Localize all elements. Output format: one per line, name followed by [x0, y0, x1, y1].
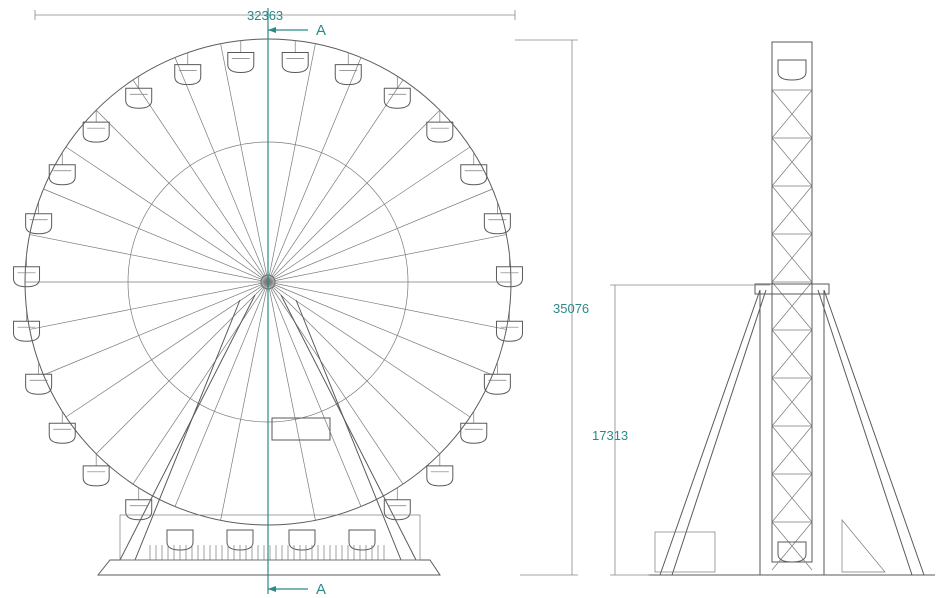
gondola	[495, 266, 523, 288]
spoke	[174, 281, 269, 507]
spoke	[220, 281, 269, 521]
spoke	[65, 281, 269, 418]
gondola	[288, 529, 316, 551]
gondola	[483, 213, 511, 235]
gondola	[48, 164, 76, 186]
gondola	[460, 422, 488, 444]
spoke	[65, 146, 269, 283]
spoke	[267, 188, 493, 283]
section-arrowhead	[268, 27, 276, 33]
gondola	[383, 499, 411, 521]
spoke	[29, 234, 269, 283]
support-leg	[295, 299, 402, 561]
section-label-top: A	[316, 22, 326, 39]
width-label: 32363	[247, 8, 283, 23]
gondola	[383, 87, 411, 109]
spoke	[267, 281, 404, 485]
gondola	[495, 320, 523, 342]
tower-brace	[771, 281, 813, 331]
tower-brace	[771, 377, 813, 427]
gondola	[426, 465, 454, 487]
spoke	[95, 109, 269, 283]
spoke	[132, 79, 269, 283]
gondola	[460, 164, 488, 186]
gondola	[777, 59, 807, 81]
axle-height-label: 17313	[592, 428, 628, 443]
spoke	[267, 234, 507, 283]
gondola	[483, 373, 511, 395]
ramp	[841, 519, 886, 573]
cabin	[654, 531, 716, 573]
side-view	[648, 41, 935, 576]
support-leg	[119, 294, 256, 561]
gondola	[13, 266, 41, 288]
gondola	[777, 541, 807, 563]
gondola	[125, 499, 153, 521]
side-leg	[823, 289, 925, 576]
side-leg	[671, 289, 767, 576]
tower-brace	[771, 521, 813, 571]
side-leg	[659, 289, 761, 576]
dimension-lines	[34, 8, 770, 594]
spoke	[267, 281, 507, 330]
tower-brace	[771, 137, 813, 187]
spoke	[267, 281, 362, 507]
tower-brace	[771, 329, 813, 379]
gondola	[348, 529, 376, 551]
tower	[771, 41, 813, 563]
tower-brace	[771, 89, 813, 139]
section-arrowhead	[268, 586, 276, 592]
gondola	[174, 64, 202, 86]
gondola	[281, 52, 309, 74]
spoke	[267, 43, 316, 283]
spoke	[267, 281, 471, 418]
support-leg	[280, 294, 417, 561]
spoke	[267, 79, 404, 283]
spoke	[267, 281, 493, 376]
gondola	[82, 465, 110, 487]
gondola	[227, 52, 255, 74]
spoke	[267, 281, 316, 521]
cabin	[271, 417, 331, 441]
spoke	[29, 281, 269, 330]
spoke	[132, 281, 269, 485]
spoke	[43, 188, 269, 283]
gondola	[25, 373, 53, 395]
gondola	[48, 422, 76, 444]
platform	[96, 559, 441, 576]
gondola	[125, 87, 153, 109]
gondola	[13, 320, 41, 342]
spoke	[267, 109, 441, 283]
side-leg	[817, 289, 913, 576]
spoke	[267, 281, 441, 455]
spoke	[267, 57, 362, 283]
tower-brace	[771, 233, 813, 283]
gondola	[82, 121, 110, 143]
spoke	[43, 281, 269, 376]
spoke	[220, 43, 269, 283]
gondola	[334, 64, 362, 86]
section-label-bottom: A	[316, 581, 326, 598]
support-leg	[134, 299, 241, 561]
spoke	[174, 57, 269, 283]
gondola	[25, 213, 53, 235]
gondola	[426, 121, 454, 143]
total-height-label: 35076	[553, 301, 589, 316]
tower-brace	[771, 425, 813, 475]
tower-brace	[771, 473, 813, 523]
spoke	[267, 146, 471, 283]
axle-block	[754, 283, 830, 295]
tower-brace	[771, 185, 813, 235]
spoke	[95, 281, 269, 455]
